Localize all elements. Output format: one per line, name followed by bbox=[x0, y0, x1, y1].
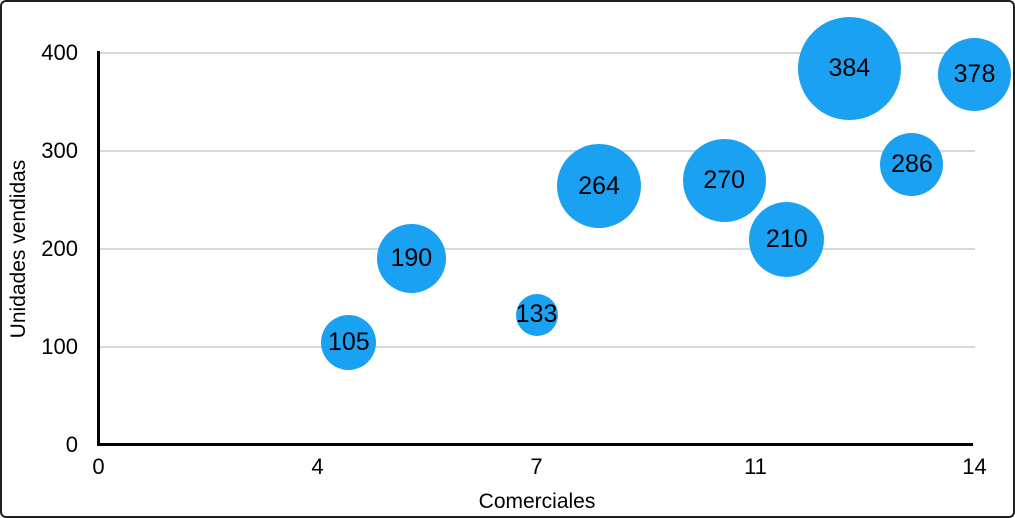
bubble-384[interactable]: 384 bbox=[797, 17, 901, 121]
x-tick-label-7: 7 bbox=[530, 454, 543, 479]
bubble-value-label: 270 bbox=[703, 165, 746, 194]
bubble-value-label: 210 bbox=[765, 224, 808, 253]
x-tick-label-11: 11 bbox=[744, 454, 767, 479]
x-tick-label-4: 4 bbox=[311, 454, 324, 479]
bubble-value-label: 190 bbox=[390, 244, 433, 273]
x-tick-label-14: 14 bbox=[962, 454, 987, 479]
bubble-270[interactable]: 270 bbox=[682, 138, 766, 222]
y-tick-label-100: 100 bbox=[41, 334, 78, 359]
bubble-133[interactable]: 133 bbox=[515, 293, 558, 336]
y-tick-label-300: 300 bbox=[41, 138, 78, 163]
bubble-210[interactable]: 210 bbox=[749, 201, 825, 277]
bubble-value-label: 264 bbox=[578, 171, 620, 200]
y-axis-line bbox=[96, 51, 100, 445]
bubble-190[interactable]: 190 bbox=[376, 224, 446, 294]
gridline-y-100 bbox=[98, 346, 975, 348]
x-tick-label-0: 0 bbox=[92, 454, 105, 479]
y-tick-label-200: 200 bbox=[41, 236, 78, 261]
bubble-105[interactable]: 105 bbox=[321, 314, 377, 370]
bubble-378[interactable]: 378 bbox=[938, 38, 1011, 112]
gridline-y-300 bbox=[98, 150, 975, 152]
gridline-y-200 bbox=[98, 248, 975, 250]
x-axis-line bbox=[96, 442, 973, 446]
bubble-value-label: 133 bbox=[515, 300, 558, 329]
bubble-264[interactable]: 264 bbox=[557, 144, 642, 229]
bubble-value-label: 286 bbox=[891, 150, 933, 179]
y-tick-label-400: 400 bbox=[41, 40, 78, 65]
bubble-value-label: 105 bbox=[327, 327, 370, 356]
x-axis-title: Comerciales bbox=[478, 490, 596, 513]
y-axis-title: Unidades vendidas bbox=[7, 159, 30, 339]
bubble-286[interactable]: 286 bbox=[880, 133, 944, 197]
bubble-value-label: 378 bbox=[953, 60, 996, 89]
bubble-value-label: 384 bbox=[828, 54, 871, 83]
y-tick-label-0: 0 bbox=[65, 432, 78, 457]
